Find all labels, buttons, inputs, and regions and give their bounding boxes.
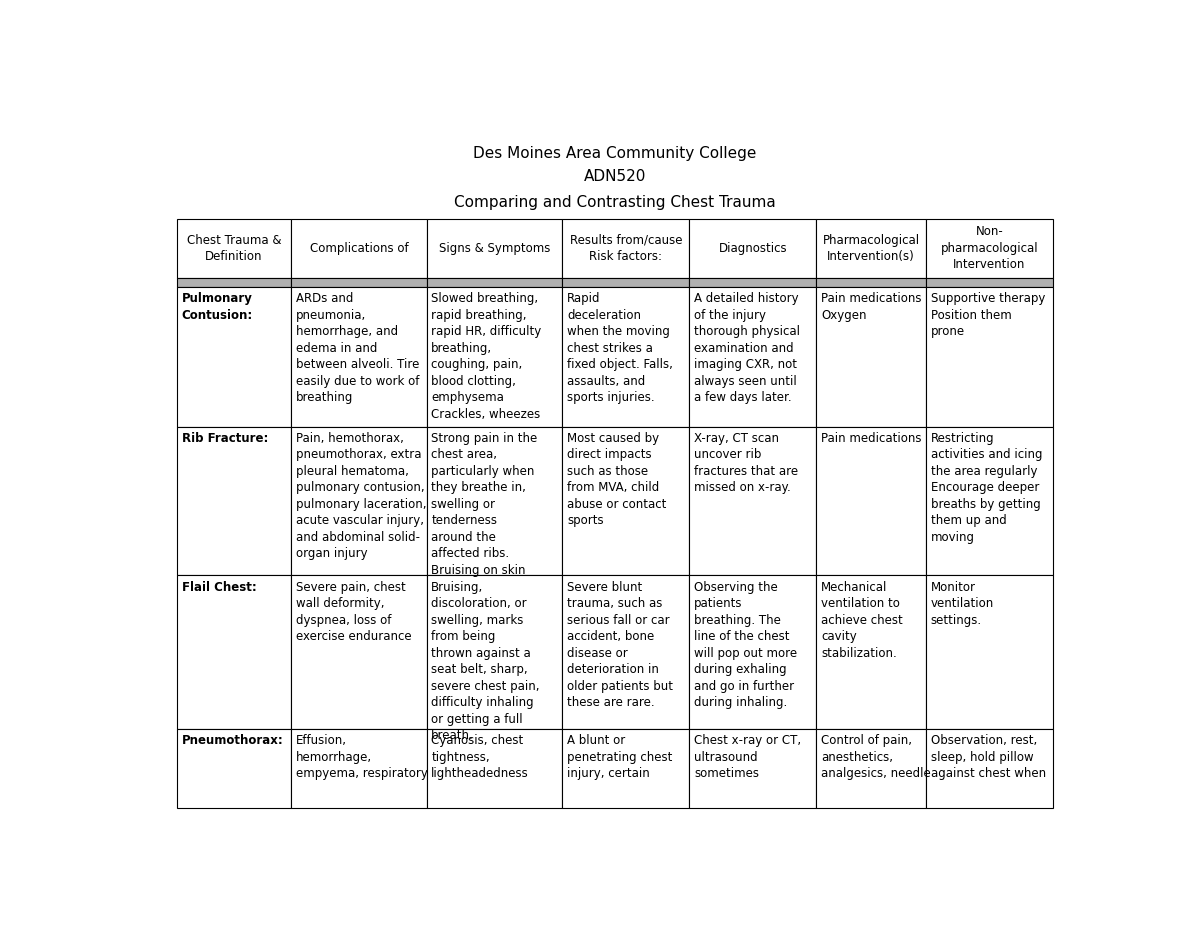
Text: Results from/cause
Risk factors:: Results from/cause Risk factors: [570,234,682,263]
Text: Diagnostics: Diagnostics [719,242,787,255]
Bar [290,219,427,278]
Bar [816,426,926,576]
Text: Strong pain in the
chest area,
particularly when
they breathe in,
swelling or
te: Strong pain in the chest area, particula… [431,432,538,577]
Text: Severe pain, chest
wall deformity,
dyspnea, loss of
exercise endurance: Severe pain, chest wall deformity, dyspn… [295,580,412,643]
Text: Observing the
patients
breathing. The
line of the chest
will pop out more
during: Observing the patients breathing. The li… [694,580,797,709]
Text: A blunt or
penetrating chest
injury, certain: A blunt or penetrating chest injury, cer… [568,734,672,781]
Bar [290,286,427,426]
Bar [563,576,690,729]
Text: Rib Fracture:: Rib Fracture: [181,432,268,445]
Bar [290,729,427,808]
Text: Chest x-ray or CT,
ultrasound
sometimes: Chest x-ray or CT, ultrasound sometimes [694,734,802,781]
Text: Chest Trauma &
Definition: Chest Trauma & Definition [187,234,281,263]
Bar [427,576,563,729]
Bar [926,278,1052,286]
Bar [926,286,1052,426]
Text: Bruising,
discoloration, or
swelling, marks
from being
thrown against a
seat bel: Bruising, discoloration, or swelling, ma… [431,580,540,743]
Bar [427,219,563,278]
Text: Pain, hemothorax,
pneumothorax, extra
pleural hematoma,
pulmonary contusion,
pul: Pain, hemothorax, pneumothorax, extra pl… [295,432,426,561]
Text: Pharmacological
Intervention(s): Pharmacological Intervention(s) [822,234,919,263]
Bar [178,278,290,286]
Bar [926,219,1052,278]
Text: Pain medications
Oxygen: Pain medications Oxygen [821,292,922,322]
Bar [290,576,427,729]
Bar [690,278,816,286]
Text: Slowed breathing,
rapid breathing,
rapid HR, difficulty
breathing,
coughing, pai: Slowed breathing, rapid breathing, rapid… [431,292,541,421]
Bar [178,576,290,729]
Bar [178,426,290,576]
Text: Flail Chest:: Flail Chest: [181,580,257,594]
Text: Effusion,
hemorrhage,
empyema, respiratory: Effusion, hemorrhage, empyema, respirato… [295,734,427,781]
Bar [427,286,563,426]
Bar [816,278,926,286]
Text: Restricting
activities and icing
the area regularly
Encourage deeper
breaths by : Restricting activities and icing the are… [930,432,1042,544]
Text: Non-
pharmacological
Intervention: Non- pharmacological Intervention [941,225,1038,272]
Text: Pneumothorax:: Pneumothorax: [181,734,283,747]
Text: Comparing and Contrasting Chest Trauma: Comparing and Contrasting Chest Trauma [454,195,776,210]
Bar [816,219,926,278]
Bar [290,278,427,286]
Bar [816,576,926,729]
Text: Mechanical
ventilation to
achieve chest
cavity
stabilization.: Mechanical ventilation to achieve chest … [821,580,902,660]
Bar [926,729,1052,808]
Bar [563,286,690,426]
Text: Complications of: Complications of [310,242,408,255]
Text: Pulmonary
Contusion:: Pulmonary Contusion: [181,292,253,322]
Bar [690,286,816,426]
Text: Des Moines Area Community College: Des Moines Area Community College [473,146,757,161]
Bar [690,729,816,808]
Text: Rapid
deceleration
when the moving
chest strikes a
fixed object. Falls,
assaults: Rapid deceleration when the moving chest… [568,292,673,404]
Text: ARDs and
pneumonia,
hemorrhage, and
edema in and
between alveoli. Tire
easily du: ARDs and pneumonia, hemorrhage, and edem… [295,292,419,404]
Text: Most caused by
direct impacts
such as those
from MVA, child
abuse or contact
spo: Most caused by direct impacts such as th… [568,432,666,527]
Bar [178,219,290,278]
Bar [427,426,563,576]
Text: A detailed history
of the injury
thorough physical
examination and
imaging CXR, : A detailed history of the injury thoroug… [694,292,800,404]
Text: Severe blunt
trauma, such as
serious fall or car
accident, bone
disease or
deter: Severe blunt trauma, such as serious fal… [568,580,673,709]
Bar [427,729,563,808]
Text: Supportive therapy
Position them
prone: Supportive therapy Position them prone [930,292,1045,338]
Text: Cyanosis, chest
tightness,
lightheadedness: Cyanosis, chest tightness, lightheadedne… [431,734,529,781]
Bar [290,426,427,576]
Bar [926,576,1052,729]
Text: Pain medications: Pain medications [821,432,922,445]
Bar [563,729,690,808]
Text: Observation, rest,
sleep, hold pillow
against chest when: Observation, rest, sleep, hold pillow ag… [930,734,1045,781]
Bar [690,219,816,278]
Text: Monitor
ventilation
settings.: Monitor ventilation settings. [930,580,994,627]
Bar [563,278,690,286]
Bar [926,426,1052,576]
Bar [690,576,816,729]
Text: X-ray, CT scan
uncover rib
fractures that are
missed on x-ray.: X-ray, CT scan uncover rib fractures tha… [694,432,798,494]
Bar [563,219,690,278]
Bar [816,286,926,426]
Bar [427,278,563,286]
Bar [178,729,290,808]
Text: ADN520: ADN520 [584,170,646,184]
Text: Control of pain,
anesthetics,
analgesics, needle: Control of pain, anesthetics, analgesics… [821,734,931,781]
Text: Signs & Symptoms: Signs & Symptoms [439,242,551,255]
Bar [563,426,690,576]
Bar [816,729,926,808]
Bar [178,286,290,426]
Bar [690,426,816,576]
